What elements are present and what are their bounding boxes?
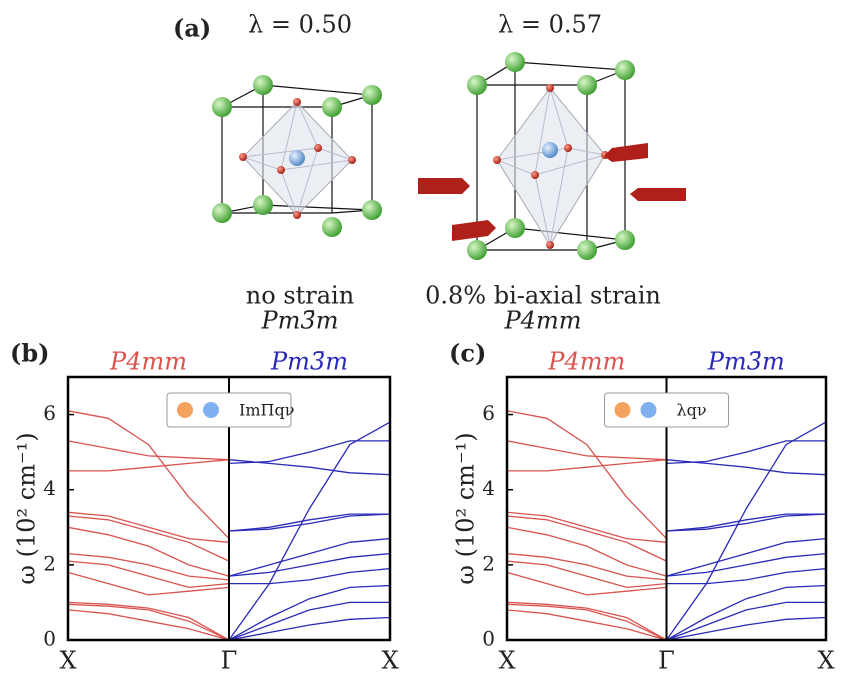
legend-box [604,392,729,428]
y-tick-label: 6 [482,401,495,425]
band-line [67,511,230,543]
band-line [67,560,230,589]
band-line [666,601,826,641]
band-line [666,513,827,532]
panel-a: (a) λ = 0.50 λ = 0.57 no strain Pm3̄m 0.… [173,11,686,335]
panel-label: (a) [173,14,211,43]
band-line [228,552,391,577]
y-tick-label: 4 [482,476,495,500]
legend-marker [177,402,193,418]
band-line [228,537,391,577]
strain-label: no strain [246,282,354,310]
x-tick-label: X [59,647,76,675]
space-group: Pm3̄m [261,307,339,335]
y-tick-label: 0 [43,627,56,651]
y-axis-label: ω (10² cm⁻¹) [452,432,480,584]
band-line [506,526,667,577]
band-line [228,440,390,465]
band-line [228,459,391,476]
band-line [67,601,230,641]
band-line [507,459,667,472]
band-line [228,513,390,532]
band-line [228,616,391,641]
space-group: P4mm [504,307,582,335]
y-axis-label: ω (10² cm⁻¹) [13,432,41,584]
band-line [506,511,667,543]
band-line [506,560,667,589]
legend-marker [640,402,657,418]
phase-label: Pm3̄m [270,348,348,376]
band-line [506,601,667,641]
y-tick-label: 6 [43,401,56,425]
y-tick-label: 2 [43,551,56,575]
legend-box [166,392,292,428]
legend-marker [614,402,631,418]
band-line [229,567,391,585]
band-line [228,601,390,641]
band-line [666,567,827,585]
band-line [67,440,230,461]
band-line [67,603,230,641]
band-line [666,584,827,641]
band-line [228,513,391,532]
legend-label: λqν [677,401,707,420]
crystal-cubic [212,75,382,237]
band-line [67,552,230,581]
panel-label: (c) [449,339,486,368]
x-tick-label: X [817,647,834,675]
band-line [67,410,230,540]
band-line [506,552,667,581]
band-line [665,421,827,641]
band-line [506,603,667,641]
panel-label: (b) [10,339,50,368]
band-line [666,537,827,577]
y-tick-label: 2 [482,551,495,575]
phase-label: P4mm [109,348,187,376]
crystal-tetragonal [418,52,686,260]
band-line [506,571,667,596]
legend-marker [203,402,219,418]
x-tick-label: X [381,647,398,675]
band-line [506,609,667,641]
band-line [67,526,230,577]
x-tick-label: Γ [658,647,675,675]
band-line [666,459,827,476]
band-line [67,515,230,562]
legend-label: ImΠqν [239,401,294,420]
band-line [228,584,391,641]
band-line [68,459,230,472]
band-line [67,609,230,641]
band-line [506,515,667,562]
band-line [506,440,667,461]
band-line [67,571,230,596]
band-line [666,616,827,641]
x-tick-label: X [498,647,515,675]
y-tick-label: 0 [482,627,495,651]
strain-label: 0.8% bi-axial strain [425,282,661,310]
band-line [228,421,391,641]
phase-label: P4mm [547,348,625,376]
lambda-label: λ = 0.50 [248,11,352,39]
band-line [506,410,667,540]
phase-label: Pm3̄m [707,348,785,376]
y-tick-label: 4 [43,476,56,500]
band-line [666,513,826,532]
lambda-label: λ = 0.57 [498,11,602,39]
x-tick-label: Γ [221,647,238,675]
band-line [666,440,826,465]
band-line [666,552,827,577]
